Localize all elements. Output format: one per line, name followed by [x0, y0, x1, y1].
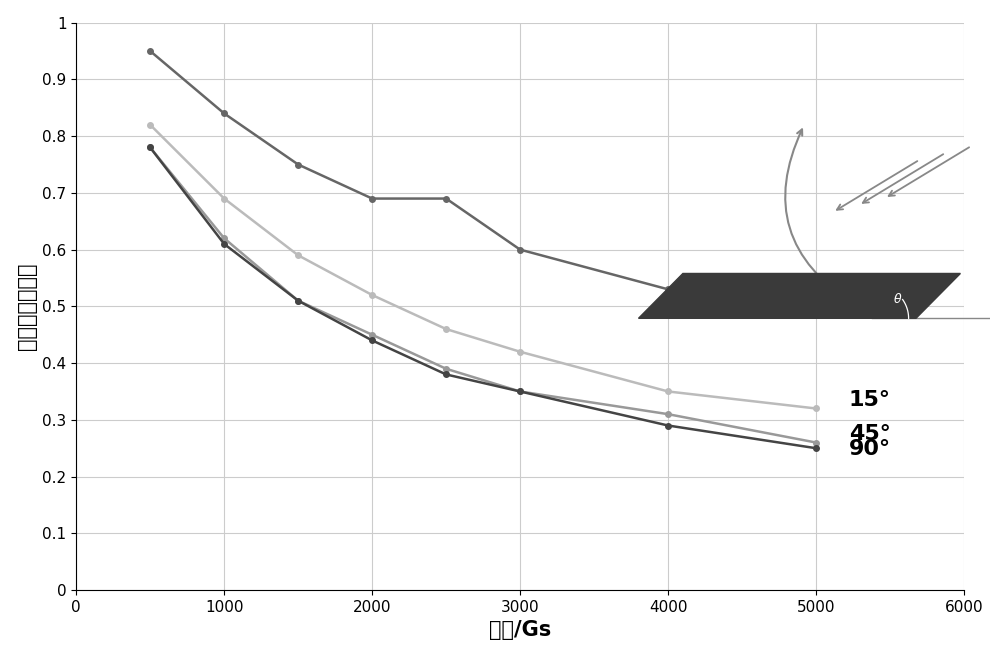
Text: $\theta$: $\theta$ — [893, 292, 902, 306]
X-axis label: 磁场/Gs: 磁场/Gs — [489, 620, 551, 641]
Text: 15°: 15° — [849, 390, 891, 410]
Text: 90°: 90° — [849, 440, 891, 459]
Y-axis label: 归一化临界电流: 归一化临界电流 — [17, 263, 37, 350]
Text: 0°: 0° — [849, 296, 875, 317]
Text: 45°: 45° — [849, 424, 890, 444]
Polygon shape — [639, 273, 960, 318]
